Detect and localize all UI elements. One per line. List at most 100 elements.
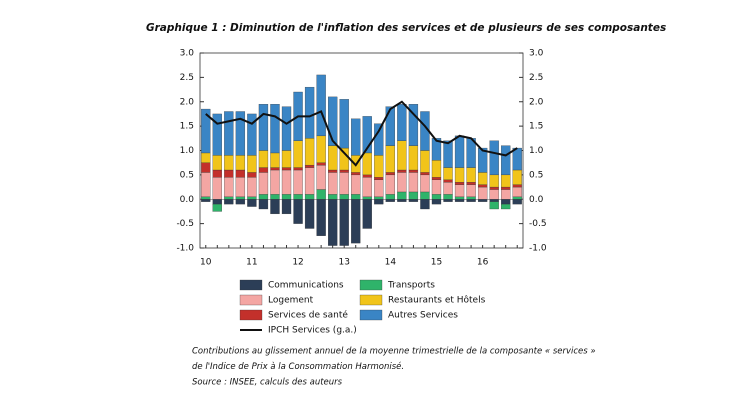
bar-segment [235,177,246,197]
bar-segment [201,152,211,163]
bar-segment [431,160,442,178]
bar-segment [397,140,407,171]
bar-segment [235,196,246,200]
bar-segment [385,106,395,146]
bar-segment [328,145,338,171]
bar-segment [385,172,395,176]
bar-segment [235,111,246,156]
bar-segment [293,169,303,195]
bar-segment [489,174,499,188]
footnote: Contributions au glissement annuel de la… [192,347,596,357]
bar-segment [293,167,303,171]
bar-segment [258,172,269,195]
bar-segment [443,182,453,195]
bar-segment [420,199,430,210]
y-tick-label: 0.5 [180,170,194,180]
bar-segment [339,147,349,171]
y2-tick-label: 0.5 [529,170,543,180]
bar-segment [304,164,315,168]
bar-segment [454,184,465,197]
bar-segment [454,196,465,200]
bar-segment [374,123,384,156]
footnote: Source : INSEE, calculs des auteurs [192,378,343,388]
bar-segment [385,199,395,202]
bar-segment [304,194,315,200]
bar-segment [270,199,280,215]
bar-segment [201,199,211,202]
bar-segment [362,199,372,229]
bar-segment [512,199,522,205]
bar-segment [339,169,349,173]
bar-segment [477,147,488,173]
bar-segment [224,155,234,171]
legend-swatch [239,279,263,291]
bar-segment [270,167,280,171]
bar-segment [454,182,465,185]
bar-segment [374,199,384,205]
bar-segment [201,162,211,173]
y2-tick-label: 1.0 [529,146,544,156]
bar-segment [328,172,338,195]
bar-segment [328,194,338,200]
bar-segment [351,194,361,200]
bar-segment [501,174,511,188]
bar-segment [235,169,246,178]
bar-segment [454,135,465,168]
legend-swatch [239,294,263,306]
bar-segment [351,199,361,244]
y-tick-label: -0.5 [176,219,194,229]
bar-segment [489,186,499,190]
bar-segment [512,196,522,200]
bar-segment [339,99,349,149]
bar-segment [258,194,269,200]
bar-segment [385,194,395,200]
bar-segment [454,167,465,183]
bar-segment [316,135,326,163]
bar-segment [477,172,488,185]
bar-segment [247,177,257,197]
bar-segment [316,189,326,200]
bar-segment [454,199,465,202]
bar-segment [224,111,234,156]
bar-segment [304,138,315,166]
bar-segment [477,186,488,200]
x-tick-label: 10 [200,258,212,268]
bar-segment [212,177,222,200]
bar-segment [374,196,384,200]
bar-segment [281,167,292,171]
bar-segment [408,104,419,146]
bar-segment [420,174,430,193]
bar-segment [247,172,257,178]
bar-segment [328,169,338,173]
bar-segment [247,113,257,156]
y-tick-label: 3.0 [180,49,195,59]
bar-segment [316,162,326,166]
legend-swatch [239,309,263,321]
bar-segment [501,186,511,190]
bar-segment [397,172,407,193]
bar-segment [304,199,315,229]
y-tick-label: -1.0 [176,244,194,254]
bar-segment [512,186,522,197]
bar-segment [258,199,269,210]
bar-segment [374,177,384,180]
bar-segment [293,194,303,200]
bar-segment [328,96,338,146]
bar-segment [408,169,419,173]
bar-segment [512,147,522,171]
legend-swatch [359,279,383,291]
bar-segment [281,199,292,215]
bar-segment [281,169,292,195]
bar-segment [293,199,303,224]
bar-segment [501,189,511,200]
bar-segment [443,167,453,180]
bar-segment [339,199,349,246]
x-tick-label: 15 [431,258,442,268]
bar-segment [247,196,257,200]
bar-segment [362,177,372,197]
bar-segment [501,145,511,176]
bar-segment [212,199,222,205]
x-tick-label: 16 [477,258,489,268]
bar-segment [466,184,476,197]
